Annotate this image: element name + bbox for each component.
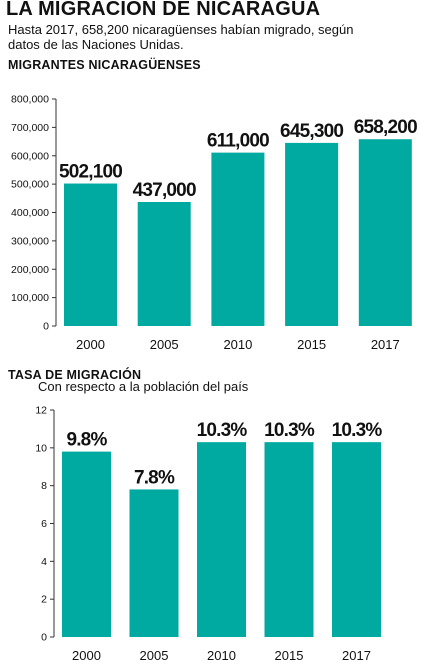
- x-tick-label: 2017: [342, 648, 371, 663]
- x-tick-label: 2005: [140, 648, 169, 663]
- chart-1-title: MIGRANTES NICARAGÜENSES: [8, 58, 201, 72]
- y-tick-label: 400,000: [11, 207, 49, 219]
- bar-2010: [197, 442, 246, 637]
- y-tick-label: 8: [41, 480, 47, 492]
- data-label: 7.8%: [134, 467, 175, 488]
- bar-2015: [285, 142, 339, 326]
- data-label: 502,100: [59, 162, 122, 183]
- y-tick-label: 12: [35, 405, 47, 417]
- data-label: 10.3%: [332, 420, 383, 441]
- y-tick-label: 0: [43, 321, 49, 333]
- y-tick-label: 6: [41, 518, 47, 530]
- x-tick-label: 2010: [223, 337, 252, 352]
- chart-2-subtitle: Con respecto a la población del país: [38, 379, 249, 394]
- y-tick-label: 600,000: [11, 150, 49, 162]
- bar-2005: [129, 489, 179, 637]
- bar-2017: [358, 139, 412, 326]
- data-label: 437,000: [133, 180, 196, 201]
- y-tick-label: 0: [41, 632, 47, 644]
- data-label: 9.8%: [66, 430, 107, 451]
- bar-2017: [332, 442, 381, 637]
- data-label: 10.3%: [197, 420, 248, 441]
- data-label: 10.3%: [264, 420, 315, 441]
- bar-2005: [137, 202, 191, 326]
- x-tick-label: 2017: [371, 337, 400, 352]
- y-tick-label: 4: [41, 556, 47, 568]
- bar-2000: [64, 183, 117, 326]
- chart-2-title: TASA DE MIGRACIÓN: [8, 368, 142, 382]
- page-subtitle: Hasta 2017, 658,200 nicaragüenses habían…: [8, 22, 354, 52]
- x-tick-label: 2005: [150, 337, 179, 352]
- x-tick-label: 2015: [275, 648, 304, 663]
- y-tick-label: 700,000: [11, 122, 49, 134]
- y-tick-label: 10: [35, 442, 47, 454]
- y-tick-label: 800,000: [11, 94, 49, 106]
- x-tick-label: 2000: [72, 648, 101, 663]
- bar-2015: [264, 442, 314, 637]
- y-tick-label: 200,000: [11, 264, 49, 276]
- bar-2000: [62, 451, 111, 637]
- y-tick-label: 300,000: [11, 235, 49, 247]
- data-label: 645,300: [280, 121, 343, 142]
- y-tick-label: 2: [41, 594, 47, 606]
- y-tick-label: 500,000: [11, 179, 49, 191]
- data-label: 658,200: [354, 117, 417, 138]
- x-tick-label: 2010: [207, 648, 236, 663]
- x-tick-label: 2000: [76, 337, 105, 352]
- data-label: 611,000: [207, 131, 269, 152]
- y-tick-label: 100,000: [11, 292, 49, 304]
- page-title: LA MIGRACIÓN DE NICARAGUA: [6, 0, 321, 20]
- bar-2010: [211, 152, 265, 326]
- x-tick-label: 2015: [297, 337, 326, 352]
